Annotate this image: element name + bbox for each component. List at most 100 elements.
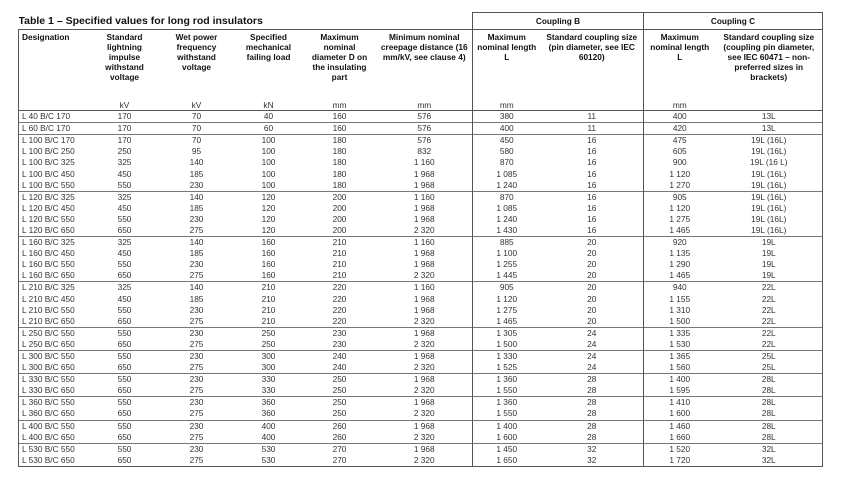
cell: 120 <box>261 213 276 224</box>
cell: 230 <box>189 213 204 224</box>
cell: 185 <box>189 248 204 259</box>
cell: 220 <box>332 293 347 304</box>
cell: 380 <box>472 109 541 123</box>
cell: 16 <box>587 224 597 235</box>
cell: 1 160 <box>376 281 473 294</box>
cell: 450 <box>472 134 541 147</box>
cell: L 530 B/C 650 <box>18 454 91 467</box>
cell: L 250 B/C 550 <box>18 326 91 339</box>
cell: 25L <box>715 349 823 363</box>
group-header: Coupling C <box>643 12 823 30</box>
cell: 2 320 <box>413 408 435 419</box>
cell: 13L <box>715 122 823 135</box>
data-row: L 210 B/C 650 650 275 210 220 2 320 1 465 20 1 5… <box>18 315 823 328</box>
cell: L 100 B/C 170 <box>18 134 91 147</box>
cell: L 300 B/C 550 <box>18 349 91 363</box>
cell: 210 <box>261 315 276 326</box>
cell: 200 <box>332 213 347 224</box>
cell: 2 320 <box>413 315 435 326</box>
cell: 19L <box>715 270 823 282</box>
cell: 28L <box>715 419 823 432</box>
cell: 1 720 <box>643 454 716 467</box>
cell: 2 320 <box>376 454 473 467</box>
cell: 200 <box>302 190 377 203</box>
cell: 200 <box>332 202 347 213</box>
data-row: L 400 B/C 550 550 230 400 260 1 968 1 400 28 1 4… <box>18 419 823 432</box>
cell: 250 <box>332 385 347 396</box>
data-row: L 360 B/C 650 650 275 360 250 2 320 1 550 28 1 6… <box>18 408 823 421</box>
cell: 1 400 <box>643 373 716 386</box>
cell: 70 <box>158 109 235 123</box>
cell: 160 <box>261 259 276 270</box>
data-row: L 210 B/C 325 325 140 210 220 1 160 905 20 940 22… <box>18 281 823 294</box>
units-row: kV kV kN mm mm mm mm <box>18 96 823 111</box>
cell: 70 <box>158 134 235 147</box>
cell: 576 <box>376 109 473 123</box>
cell: 28L <box>715 373 823 386</box>
cell: 140 <box>189 157 204 168</box>
cell: L 360 B/C 550 <box>18 396 91 409</box>
cell: 250 <box>332 408 347 419</box>
cell: 576 <box>376 122 473 135</box>
cell: L 100 B/C 450 <box>18 168 91 180</box>
cell: 230 <box>158 349 235 363</box>
cell: 22L <box>715 293 823 305</box>
cell: 160 <box>302 122 377 135</box>
cell: 28L <box>715 396 823 409</box>
cell: L 210 B/C 550 <box>18 304 91 316</box>
cell: 1 968 <box>376 396 473 409</box>
cell: 550 <box>90 349 159 363</box>
cell: 32 <box>540 442 644 455</box>
unit-cell: mm <box>643 96 716 111</box>
cell: 210 <box>332 259 347 270</box>
cell: L 160 B/C 325 <box>18 236 91 249</box>
cell: 300 <box>234 349 303 363</box>
cell: 650 <box>90 454 159 467</box>
insulator-table: Table 1 – Specified values for long rod … <box>18 12 823 467</box>
cell: 100 <box>234 134 303 147</box>
cell: L 330 B/C 650 <box>18 385 91 397</box>
data-row: L 160 B/C 450 450 185 160 210 1 968 1 100 20 1 1… <box>18 248 823 260</box>
cell: L 120 B/C 325 <box>18 190 91 203</box>
cell: 100 <box>261 168 276 179</box>
data-row: L 360 B/C 550 550 230 360 250 1 968 1 360 28 1 4… <box>18 396 823 409</box>
cell: 19L <box>715 248 823 260</box>
cell: 576 <box>376 134 473 147</box>
cell: 300 <box>261 362 276 373</box>
cell: 260 <box>302 419 377 432</box>
cell: L 120 B/C 450 <box>18 202 91 214</box>
cell: 180 <box>332 179 347 190</box>
cell: 260 <box>332 431 347 442</box>
cell: 250 <box>261 338 276 349</box>
cell: 230 <box>158 373 235 386</box>
cell: L 60 B/C 170 <box>18 122 91 135</box>
cell: 160 <box>261 248 276 259</box>
data-row: L 100 B/C 450 450 185 100 180 1 968 1 085 16 1 1… <box>18 168 823 180</box>
cell: 1 968 <box>376 373 473 386</box>
cell: 210 <box>332 248 347 259</box>
cell: 28 <box>540 419 644 432</box>
cell: 16 <box>540 190 644 203</box>
cell: 1 160 <box>413 157 435 168</box>
cell: 420 <box>643 122 716 135</box>
cell: 2 320 <box>413 338 435 349</box>
cell: 32L <box>715 454 823 467</box>
cell: 275 <box>189 338 204 349</box>
cell: L 120 B/C 550 <box>18 213 91 225</box>
cell: 220 <box>332 315 347 326</box>
cell: 360 <box>261 408 276 419</box>
cell: 1 968 <box>413 259 435 270</box>
cell: 1 968 <box>413 179 435 190</box>
data-row: L 210 B/C 450 450 185 210 220 1 968 1 120 20 1 1… <box>18 293 823 305</box>
cell: 1 360 <box>472 396 541 409</box>
cell: 1 275 <box>643 213 716 225</box>
cell: L 530 B/C 550 <box>18 442 91 455</box>
cell: L 250 B/C 650 <box>18 338 91 351</box>
cell: 185 <box>189 293 204 304</box>
cell: L 400 B/C 550 <box>18 419 91 432</box>
cell: 28L <box>715 385 823 397</box>
cell: 230 <box>158 326 235 339</box>
cell: 330 <box>261 385 276 396</box>
cell: 2 320 <box>413 431 435 442</box>
cell: 20 <box>587 293 597 304</box>
